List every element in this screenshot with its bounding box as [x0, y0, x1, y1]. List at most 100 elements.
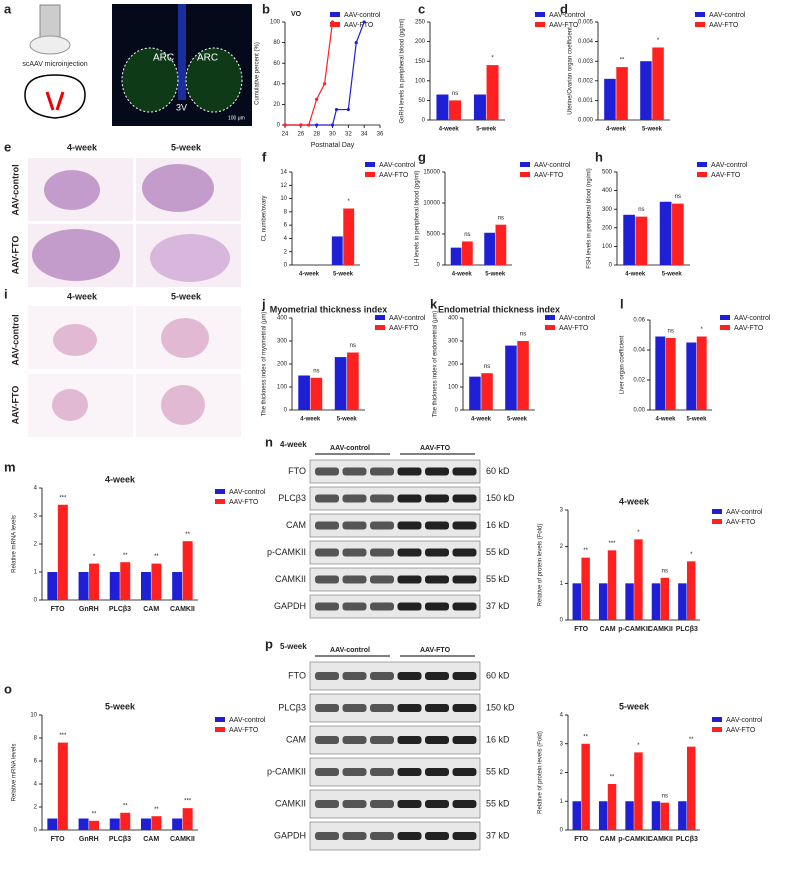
y-axis-label: The thickness index of endometrial (μm): [433, 311, 439, 418]
blot-band: [342, 575, 367, 584]
x-tick-label: GnRH: [79, 836, 99, 843]
bar: [651, 583, 661, 620]
significance-label: ***: [609, 541, 617, 547]
x-tick-label: PLCβ3: [109, 836, 131, 843]
legend-swatch: [720, 325, 730, 330]
blot-band: [315, 704, 339, 712]
y-tick-label: 0: [437, 263, 441, 269]
x-tick-label: 4-week: [606, 127, 627, 133]
point: [299, 123, 303, 127]
bar: [581, 743, 590, 830]
bar: [607, 784, 617, 830]
region-label: ARC: [153, 53, 174, 64]
bar: [347, 352, 359, 410]
y-tick-label: 0: [560, 828, 564, 834]
blot-band: [342, 800, 367, 808]
x-tick-label: CAMKII: [648, 836, 673, 843]
y-tick-label: 1: [34, 570, 38, 576]
legend-label: AAV-FTO: [344, 22, 374, 29]
bar: [686, 342, 697, 410]
y-tick-label: 0.04: [633, 348, 645, 354]
point: [362, 20, 366, 24]
significance-label: **: [154, 554, 159, 560]
blot-band: [425, 521, 449, 530]
blot-band: [452, 575, 477, 584]
y-tick-label: 10: [30, 713, 37, 719]
y-tick-label: 200: [448, 362, 459, 368]
legend-swatch: [215, 717, 225, 722]
y-tick-label: 0: [455, 408, 459, 414]
bar: [640, 61, 652, 120]
bar: [652, 47, 664, 121]
y-tick-label: 0: [34, 598, 38, 604]
x-tick-label: CAMKII: [648, 626, 673, 633]
blot-band: [452, 704, 477, 712]
y-tick-label: 0: [422, 118, 426, 124]
legend-swatch: [330, 22, 340, 27]
point: [354, 41, 358, 45]
y-tick-label: 4: [284, 236, 288, 242]
x-tick-label: 5-week: [662, 272, 683, 278]
blot-band: [397, 494, 422, 503]
bar: [687, 561, 696, 620]
chart-title: Myometrial thickness index: [270, 304, 388, 314]
legend-label: AAV-FTO: [709, 22, 739, 29]
point: [322, 82, 327, 86]
y-tick-label: 400: [602, 188, 613, 194]
y-tick-label: 0.001: [578, 98, 594, 104]
legend-swatch: [375, 325, 385, 330]
bar: [505, 345, 517, 410]
y-tick-label: 0.005: [578, 20, 594, 26]
legend-label: AAV-control: [711, 162, 748, 169]
significance-label: *: [690, 552, 693, 558]
blot-strip: [309, 594, 481, 619]
histology: [28, 158, 241, 287]
blot-band: [370, 548, 394, 557]
blot-band: [342, 832, 367, 840]
panel-letter: d: [560, 1, 568, 16]
stage-label: 4-week: [280, 440, 307, 449]
y-tick-label: 2: [560, 544, 564, 550]
blot-band: [342, 602, 367, 611]
bar: [57, 504, 68, 600]
blot-band: [342, 467, 367, 476]
significance-label: ns: [662, 568, 668, 574]
significance-label: **: [689, 737, 694, 743]
blot-band: [315, 768, 339, 776]
bar: [78, 572, 89, 600]
legend-swatch: [215, 489, 225, 494]
legend-swatch: [520, 162, 530, 167]
significance-label: **: [154, 807, 159, 813]
blot-band: [425, 832, 449, 840]
y-tick-label: 6: [284, 223, 288, 229]
bar: [47, 818, 58, 830]
x-tick-label: 4-week: [471, 417, 492, 423]
y-tick-label: 300: [277, 339, 288, 345]
row-label: AAV-FTO: [10, 236, 20, 275]
significance-label: ns: [668, 329, 674, 335]
x-tick-label: 34: [361, 132, 368, 138]
bar: [469, 376, 481, 410]
bar: [151, 563, 162, 600]
y-tick-label: 300: [448, 339, 459, 345]
point: [283, 123, 287, 127]
stage-label: 5-week: [280, 642, 307, 651]
blot-band: [370, 467, 394, 476]
blot-band: [397, 768, 422, 776]
y-axis-label: Liver organ coefficient: [620, 335, 626, 394]
bar: [473, 94, 486, 120]
x-tick-label: 4-week: [625, 272, 646, 278]
x-tick-label: PLCβ3: [109, 606, 131, 613]
significance-label: **: [610, 775, 615, 781]
y-tick-label: 200: [602, 225, 613, 231]
protein-label: CAM: [286, 734, 306, 744]
bar: [151, 816, 162, 830]
y-tick-label: 0.003: [578, 59, 594, 65]
significance-label: *: [657, 38, 660, 44]
row-label: AAV-control: [10, 314, 20, 365]
x-axis-label: Postnatal Day: [311, 142, 355, 149]
bar: [678, 583, 687, 620]
legend-label: AAV-FTO: [229, 499, 259, 506]
y-axis-label: Cumulative percent (%): [255, 42, 261, 105]
blot-band: [342, 672, 367, 680]
